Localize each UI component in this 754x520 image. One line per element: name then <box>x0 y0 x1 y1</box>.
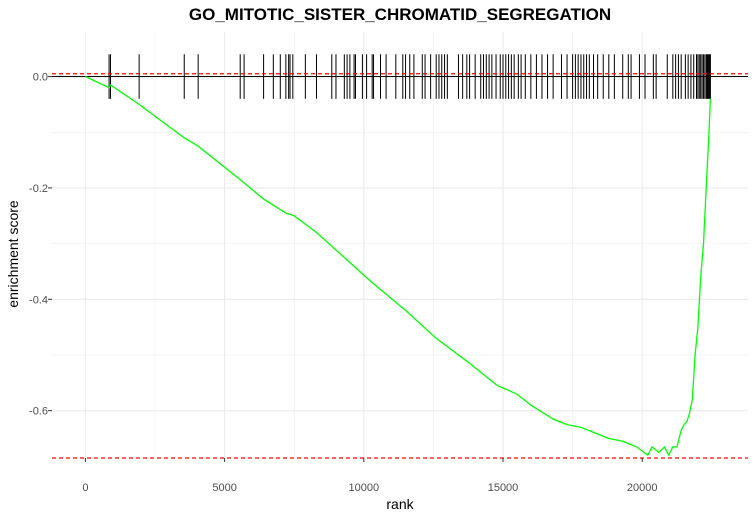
y-tick-label: -0.4 <box>29 294 48 306</box>
y-tick-label: -0.6 <box>29 406 48 418</box>
enrichment-curve <box>85 75 712 457</box>
x-tick-label: 10000 <box>349 482 380 494</box>
x-tick-label: 15000 <box>488 482 519 494</box>
y-tick-label: -0.2 <box>29 183 48 195</box>
y-tick-label: 0.0 <box>33 72 48 84</box>
axis-ticks: 0 5000 10000 15000 20000 0.0 -0.2 -0.4 -0.6 <box>29 72 657 494</box>
y-axis-label: enrichment score <box>5 200 21 308</box>
x-axis-label: rank <box>386 496 414 512</box>
grid-layer <box>52 32 748 458</box>
x-tick-label: 0 <box>82 482 88 494</box>
x-tick-label: 20000 <box>627 482 658 494</box>
x-tick-label: 5000 <box>212 482 236 494</box>
threshold-lines <box>52 73 748 459</box>
hit-ticks <box>108 54 711 99</box>
chart-title: GO_MITOTIC_SISTER_CHROMATID_SEGREGATION <box>189 5 611 24</box>
enrichment-curve-layer <box>85 75 712 457</box>
